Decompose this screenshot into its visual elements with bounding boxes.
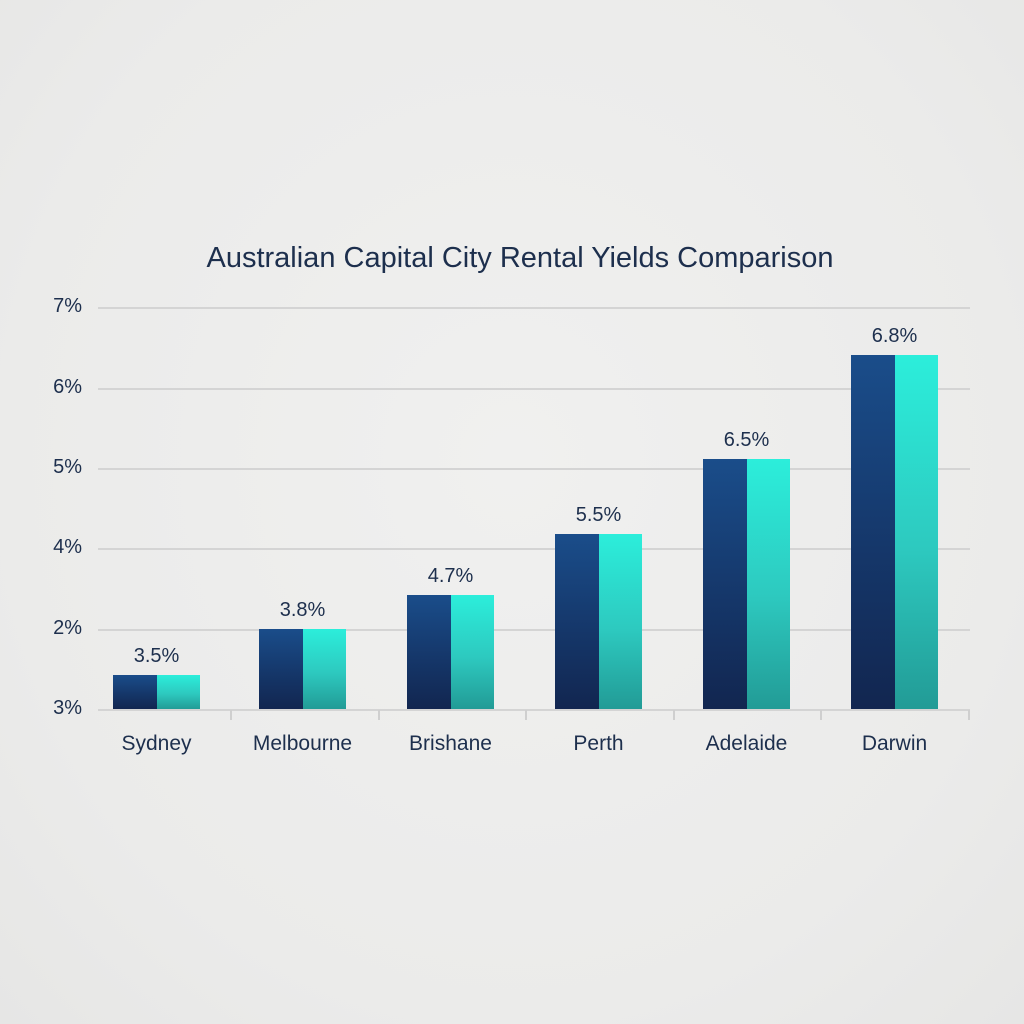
x-tick-mark [968,710,970,720]
bar-adelaide [703,459,790,709]
bar-segment-teal [746,459,790,709]
gridline [98,629,970,631]
y-tick-label: 4% [53,536,82,558]
bar-sydney [113,675,200,709]
gridline [98,548,970,550]
x-category-label: Sydney [121,732,192,755]
gridline [98,307,970,309]
value-label: 3.8% [279,599,326,621]
x-tick-mark [378,710,380,720]
bar-perth [555,534,642,709]
bar-darwin [851,355,938,709]
bar-segment-dark [113,675,157,709]
x-tick-mark [230,710,232,720]
value-label: 5.5% [575,504,622,526]
bar-segment-dark [407,595,451,709]
chart-title: Australian Capital City Rental Yields Co… [206,242,834,274]
x-category-label: Adelaide [705,732,788,755]
bar-segment-dark [851,355,895,709]
bar-segment-dark [259,629,303,709]
y-tick-label: 7% [53,295,82,317]
x-category-label: Darwin [861,732,928,755]
x-category-label: Melbourne [252,732,353,755]
bar-segment-teal [156,675,200,709]
bar-segment-dark [703,459,747,709]
bar-melbourne [259,629,346,709]
bar-segment-teal [894,355,938,709]
y-tick-label: 3% [53,697,82,719]
x-category-label: Perth [573,732,624,755]
x-tick-mark [673,710,675,720]
x-tick-mark [525,710,527,720]
bar-brishane [407,595,494,709]
bar-segment-teal [450,595,494,709]
bar-segment-teal [302,629,346,709]
bar-segment-dark [555,534,599,709]
y-tick-label: 5% [53,456,82,478]
value-label: 3.5% [133,645,180,667]
value-label: 6.8% [871,325,918,347]
y-tick-label: 6% [53,376,82,398]
y-tick-label: 2% [53,617,82,639]
gridline [98,709,970,711]
gridline [98,388,970,390]
gridline [98,468,970,470]
x-category-label: Brishane [409,732,492,755]
value-label: 4.7% [427,565,474,587]
bar-segment-teal [598,534,642,709]
value-label: 6.5% [723,429,770,451]
x-tick-mark [820,710,822,720]
